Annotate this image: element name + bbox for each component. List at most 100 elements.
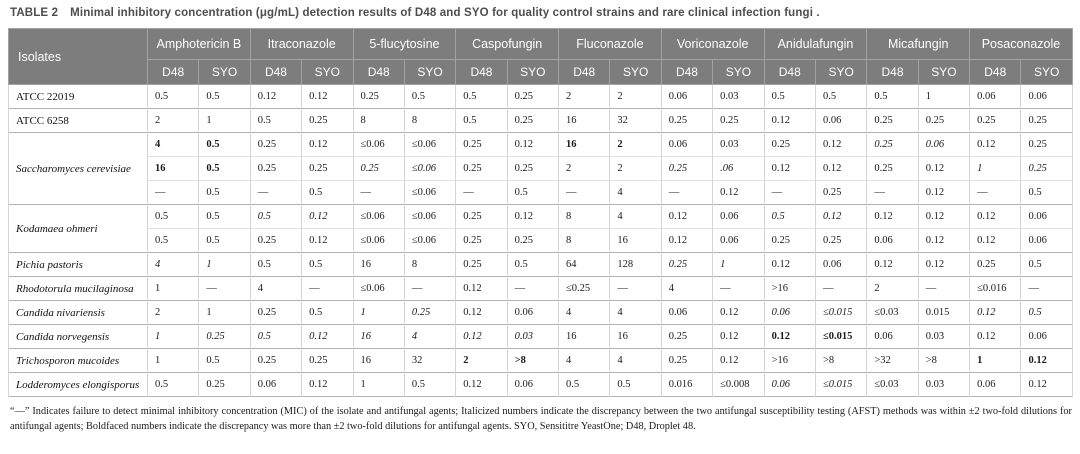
mic-value-cell: — xyxy=(712,276,765,301)
column-header-anidulafungin: Anidulafungin xyxy=(763,28,868,60)
mic-value-cell: ≤0.06 xyxy=(403,132,457,157)
isolate-name-cell: Kodamaea ohmeri xyxy=(8,204,148,253)
table-row: ATCC 22019 0.5 0.5 0.12 0.12 0.25 0.5 0.5 0.25 2 2… xyxy=(8,84,1073,109)
mic-value-cell: 1 xyxy=(969,348,1022,373)
mic-value-cell: 0.25 xyxy=(403,300,457,325)
mic-value-cell: 0.5 xyxy=(506,252,560,277)
mic-value-cell: 0.25 xyxy=(301,348,354,373)
subcolumn-header-syo: SYO xyxy=(712,59,765,85)
mic-value-cell: ≤0.016 xyxy=(969,276,1022,301)
mic-value-cell: 1 xyxy=(712,252,765,277)
mic-value-cell: 0.015 xyxy=(917,300,971,325)
mic-value-cell: 0.25 xyxy=(506,228,560,253)
mic-value-cell: 0.06 xyxy=(1020,84,1073,109)
table-number-label: TABLE 2 xyxy=(10,7,59,19)
mic-value-cell: 0.12 xyxy=(455,324,508,349)
mic-value-cell: 4 xyxy=(609,204,662,229)
column-header-caspofungin: Caspofungin xyxy=(455,28,560,60)
mic-value-cell: 4 xyxy=(146,252,200,277)
mic-value-cell: 0.06 xyxy=(917,132,971,157)
mic-value-cell: 0.5 xyxy=(249,252,303,277)
mic-value-cell: 0.12 xyxy=(814,204,868,229)
mic-value-cell: — xyxy=(660,180,714,205)
mic-value-cell: 0.03 xyxy=(917,324,971,349)
mic-value-cell: 0.25 xyxy=(301,108,354,133)
mic-value-cell: 1 xyxy=(146,276,200,301)
subcolumn-header-syo: SYO xyxy=(403,59,457,85)
subcolumn-header-syo: SYO xyxy=(301,59,354,85)
table-figure: TABLE 2 Minimal inhibitory concentration … xyxy=(8,7,1073,433)
table-row: Candida nivariensis 2 1 0.25 0.5 1 0.25 0.12 0.0… xyxy=(8,300,1073,325)
mic-value-cell: >8 xyxy=(814,348,868,373)
mic-value-cell: 0.25 xyxy=(763,228,816,253)
mic-value-cell: 0.12 xyxy=(917,204,971,229)
mic-value-cell: 4 xyxy=(660,276,714,301)
mic-value-cell: — xyxy=(249,180,303,205)
mic-value-cell: 0.25 xyxy=(506,108,560,133)
mic-value-cell: 0.25 xyxy=(866,156,919,181)
mic-value-cell: 0.25 xyxy=(249,348,303,373)
mic-value-cell: 0.25 xyxy=(763,132,816,157)
mic-value-cell: 0.5 xyxy=(1020,252,1073,277)
mic-value-cell: 0.12 xyxy=(763,324,816,349)
mic-value-cell: — xyxy=(558,180,611,205)
mic-value-cell: 2 xyxy=(146,300,200,325)
mic-value-cell: 16 xyxy=(352,348,405,373)
subcolumn-header-d48: D48 xyxy=(146,59,200,85)
table-row: Pichia pastoris 4 1 0.5 0.5 16 8 0.25 0.5 64 128 0.… xyxy=(8,252,1073,277)
table-row: ATCC 6258 2 1 0.5 0.25 8 8 0.5 0.25 16 32 0.25 0.25 0… xyxy=(8,108,1073,133)
mic-value-cell: 0.25 xyxy=(1020,108,1073,133)
mic-value-cell: 0.25 xyxy=(1020,156,1073,181)
mic-value-cell: 0.25 xyxy=(455,156,508,181)
column-header-posaconazole: Posaconazole xyxy=(969,28,1073,60)
mic-value-cell: >16 xyxy=(763,276,816,301)
mic-value-cell: ≤0.03 xyxy=(866,372,919,397)
mic-value-cell: 0.12 xyxy=(866,252,919,277)
table-footnote: “—” Indicates failure to detect minimal … xyxy=(10,406,1072,433)
table-row: 16 0.5 0.25 0.25 0.25 ≤0.06 0.25 0.25 2 2 0.25.06 0… xyxy=(9,156,1073,181)
mic-value-cell: 0.12 xyxy=(1020,348,1073,373)
mic-value-cell: — xyxy=(455,180,508,205)
mic-value-cell: 0.5 xyxy=(198,204,251,229)
mic-value-cell: 0.25 xyxy=(660,156,714,181)
subcolumn-header-syo: SYO xyxy=(1020,59,1073,85)
mic-value-cell: ≤0.06 xyxy=(403,180,457,205)
subcolumn-header-syo: SYO xyxy=(506,59,560,85)
mic-value-cell: 0.06 xyxy=(814,252,868,277)
mic-value-cell: 0.06 xyxy=(506,300,560,325)
mic-value-cell: 0.06 xyxy=(763,300,816,325)
mic-value-cell: 0.5 xyxy=(1020,300,1073,325)
mic-value-cell: 0.12 xyxy=(917,156,971,181)
mic-value-cell: 0.12 xyxy=(712,324,765,349)
subcolumn-header-syo: SYO xyxy=(917,59,971,85)
mic-value-cell: 0.12 xyxy=(1020,372,1073,397)
mic-value-cell: ≤0.03 xyxy=(866,300,919,325)
mic-value-cell: — xyxy=(506,276,560,301)
mic-value-cell: ≤0.015 xyxy=(814,372,868,397)
subcolumn-header-syo: SYO xyxy=(814,59,868,85)
mic-value-cell: 0.12 xyxy=(917,228,971,253)
mic-value-cell: 32 xyxy=(609,108,662,133)
mic-value-cell: 0.06 xyxy=(1020,228,1073,253)
mic-value-cell: 0.25 xyxy=(455,132,508,157)
mic-value-cell: 0.06 xyxy=(712,204,765,229)
mic-value-cell: 16 xyxy=(558,132,611,157)
mic-value-cell: 0.5 xyxy=(146,228,200,253)
mic-value-cell: — xyxy=(763,180,816,205)
mic-value-cell: 0.5 xyxy=(146,372,200,397)
mic-value-cell: 1 xyxy=(198,108,251,133)
mic-value-cell: 0.12 xyxy=(814,132,868,157)
mic-value-cell: 0.12 xyxy=(866,204,919,229)
mic-value-cell: 2 xyxy=(558,156,611,181)
mic-value-cell: 1 xyxy=(146,348,200,373)
mic-value-cell: 1 xyxy=(198,300,251,325)
mic-value-cell: 2 xyxy=(146,108,200,133)
mic-value-cell: 0.5 xyxy=(506,180,560,205)
subcolumn-header-d48: D48 xyxy=(660,59,714,85)
mic-value-cell: ≤0.015 xyxy=(814,300,868,325)
mic-value-cell: 2 xyxy=(558,84,611,109)
mic-value-cell: 0.5 xyxy=(301,252,354,277)
mic-value-cell: >16 xyxy=(763,348,816,373)
mic-value-cell: 16 xyxy=(352,324,405,349)
mic-value-cell: 0.06 xyxy=(814,108,868,133)
